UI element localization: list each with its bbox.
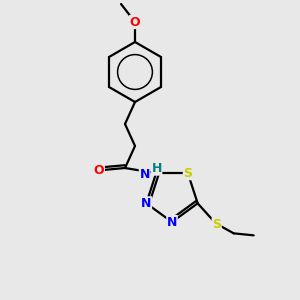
- Text: S: S: [183, 167, 192, 180]
- Text: O: O: [130, 16, 140, 28]
- Text: N: N: [167, 215, 177, 229]
- Text: N: N: [141, 197, 152, 210]
- Text: S: S: [212, 218, 221, 231]
- Text: H: H: [152, 162, 162, 175]
- Text: O: O: [94, 164, 104, 178]
- Text: N: N: [140, 168, 150, 181]
